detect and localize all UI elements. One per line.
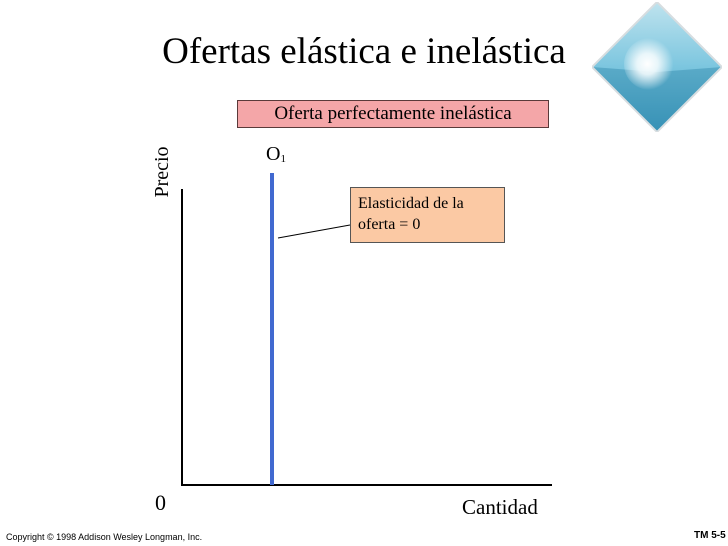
slide-title: Ofertas elástica e inelástica — [162, 31, 566, 72]
supply-type-label: Oferta perfectamente inelástica — [237, 100, 549, 128]
decorative-beach-image — [592, 2, 722, 132]
copyright-notice: Copyright © 1998 Addison Wesley Longman,… — [6, 532, 203, 542]
supply-curve-label-letter: O — [266, 143, 281, 165]
callout-line-2: oferta = 0 — [358, 216, 421, 233]
callout-pointer — [277, 224, 351, 239]
callout-line-1: Elasticidad de la — [358, 195, 464, 212]
elasticity-callout: Elasticidad de la oferta = 0 — [350, 187, 505, 243]
x-axis-label: Cantidad — [462, 495, 538, 519]
supply-curve-label: O1 — [266, 143, 286, 166]
origin-label: 0 — [155, 490, 166, 515]
slide-number: TM 5-5 — [694, 530, 726, 541]
supply-curve-label-subscript: 1 — [280, 153, 286, 165]
